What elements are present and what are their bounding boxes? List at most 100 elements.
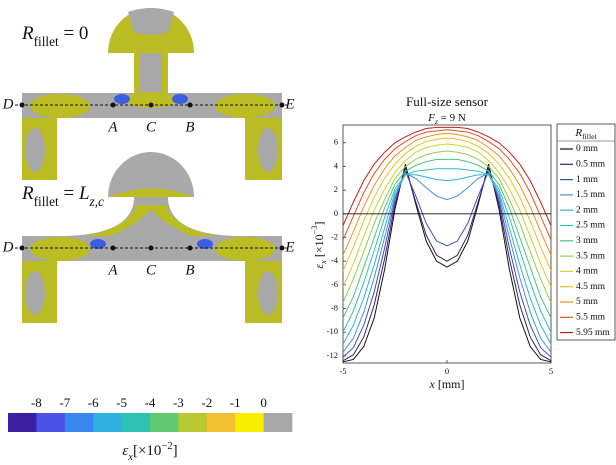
y-tick-label: -8 bbox=[331, 302, 338, 312]
y-axis-label-part: ] bbox=[312, 221, 326, 225]
figure: Full-size sensor Rfillet = 0 D A C B E Rfillet… bbox=[0, 0, 616, 465]
plate-zone bbox=[215, 237, 275, 261]
colorbar-label: -6 bbox=[88, 395, 99, 410]
colorbar-swatch bbox=[8, 413, 37, 432]
point-marker bbox=[111, 103, 116, 108]
chart-subtitle-part: = 9 N bbox=[438, 112, 466, 124]
point-marker bbox=[149, 103, 154, 108]
colorbar-caption-part: [×10 bbox=[133, 443, 161, 459]
legend-label: 1.5 mm bbox=[576, 190, 606, 200]
x-tick-label: -5 bbox=[339, 366, 346, 376]
plate-zone bbox=[30, 237, 90, 261]
x-tick-label: 0 bbox=[445, 366, 449, 376]
colorbar-label: -5 bbox=[116, 395, 127, 410]
panel-label-part: R bbox=[21, 183, 34, 204]
colorbar-caption-part: −2 bbox=[161, 441, 172, 452]
legend-label: 3 mm bbox=[576, 236, 599, 246]
colorbar-swatch bbox=[36, 413, 65, 432]
chart-title: Full-size sensor bbox=[406, 94, 489, 109]
colorbar-swatch bbox=[178, 413, 207, 432]
panel-label-part: = 0 bbox=[59, 23, 89, 44]
point-marker bbox=[280, 103, 285, 108]
panel-label-part: fillet bbox=[34, 194, 59, 209]
legend-label: 3.5 mm bbox=[576, 251, 606, 261]
y-tick-label: -2 bbox=[331, 231, 338, 241]
y-tick-label: -10 bbox=[327, 326, 338, 336]
colorbar-swatch bbox=[65, 413, 94, 432]
legend-label: 2 mm bbox=[576, 205, 599, 215]
legend-label: 5 mm bbox=[576, 297, 599, 307]
y-tick-label: -6 bbox=[331, 279, 338, 289]
colorbar-label: -3 bbox=[173, 395, 184, 410]
point-label: A bbox=[107, 262, 118, 278]
colorbar-swatch bbox=[235, 413, 264, 432]
y-tick-label: -4 bbox=[331, 255, 339, 265]
point-marker bbox=[111, 246, 116, 251]
colorbar-swatch bbox=[207, 413, 236, 432]
panel-label: Rfillet = Lz,c bbox=[21, 183, 104, 208]
panel-label-part: z,c bbox=[89, 194, 104, 209]
point-marker bbox=[20, 103, 25, 108]
leg-zone bbox=[258, 271, 278, 315]
series-line bbox=[343, 159, 551, 318]
point-marker bbox=[149, 246, 154, 251]
legend-label: 1 mm bbox=[576, 175, 599, 185]
colorbar-caption: εx[×10−2] bbox=[122, 441, 177, 463]
colorbar-swatch bbox=[122, 413, 151, 432]
y-tick-label: 4 bbox=[334, 160, 339, 170]
panel-label-part: L bbox=[78, 183, 90, 204]
legend-label: 0.5 mm bbox=[576, 159, 606, 169]
legend-label: 5.95 mm bbox=[576, 328, 610, 338]
x-axis-label: x [mm] bbox=[429, 377, 465, 391]
leg-zone bbox=[258, 128, 278, 172]
colorbar-label: -2 bbox=[201, 395, 212, 410]
legend-label: 4 mm bbox=[576, 267, 599, 277]
colorbar-label: -7 bbox=[59, 395, 70, 410]
point-label: B bbox=[185, 119, 194, 135]
x-tick-label: 5 bbox=[549, 366, 553, 376]
colorbar-swatch bbox=[93, 413, 122, 432]
colorbar-label: -4 bbox=[145, 395, 156, 410]
y-tick-label: 2 bbox=[334, 184, 338, 194]
cap-zone bbox=[128, 8, 174, 35]
legend-label: 5.5 mm bbox=[576, 312, 606, 322]
y-axis-label-part: [×10 bbox=[312, 234, 326, 260]
point-label: C bbox=[146, 119, 157, 135]
legend-label: 2.5 mm bbox=[576, 221, 606, 231]
point-marker bbox=[280, 246, 285, 251]
colorbar-label: -1 bbox=[230, 395, 241, 410]
legend-box bbox=[557, 124, 615, 340]
plot-frame bbox=[343, 125, 551, 363]
y-tick-label: -12 bbox=[327, 350, 338, 360]
colorbar-swatch bbox=[150, 413, 179, 432]
colorbar-swatch bbox=[264, 413, 293, 432]
point-label: E bbox=[284, 239, 294, 255]
point-label: D bbox=[2, 96, 14, 112]
point-label: C bbox=[146, 262, 157, 278]
plate-zone bbox=[215, 94, 275, 118]
legend-title-part: fillet bbox=[582, 132, 597, 141]
point-marker bbox=[188, 103, 193, 108]
x-axis-label-part: [mm] bbox=[435, 377, 465, 391]
panel-label-part: = bbox=[59, 183, 79, 204]
point-label: A bbox=[107, 119, 118, 135]
chart-subtitle: Fz = 9 N bbox=[427, 112, 466, 127]
point-marker bbox=[188, 246, 193, 251]
y-axis-label: εx [×10−3] bbox=[310, 221, 328, 268]
point-marker bbox=[20, 246, 25, 251]
legend-label: 0 mm bbox=[576, 144, 599, 154]
leg-zone bbox=[25, 271, 45, 315]
panel-label-part: fillet bbox=[34, 34, 59, 49]
colorbar-caption-part: ] bbox=[173, 443, 178, 459]
point-label: D bbox=[2, 239, 14, 255]
y-tick-label: 0 bbox=[334, 208, 338, 218]
stem-zone bbox=[134, 53, 140, 93]
y-axis-label-part: −3 bbox=[310, 225, 319, 234]
legend-label: 4.5 mm bbox=[576, 282, 606, 292]
colorbar-label: 0 bbox=[260, 395, 267, 410]
series-line bbox=[343, 169, 551, 332]
panel-label: Rfillet = 0 bbox=[21, 23, 88, 48]
stem-zone bbox=[162, 53, 168, 93]
leg-zone bbox=[25, 128, 45, 172]
plate-zone bbox=[172, 94, 188, 104]
